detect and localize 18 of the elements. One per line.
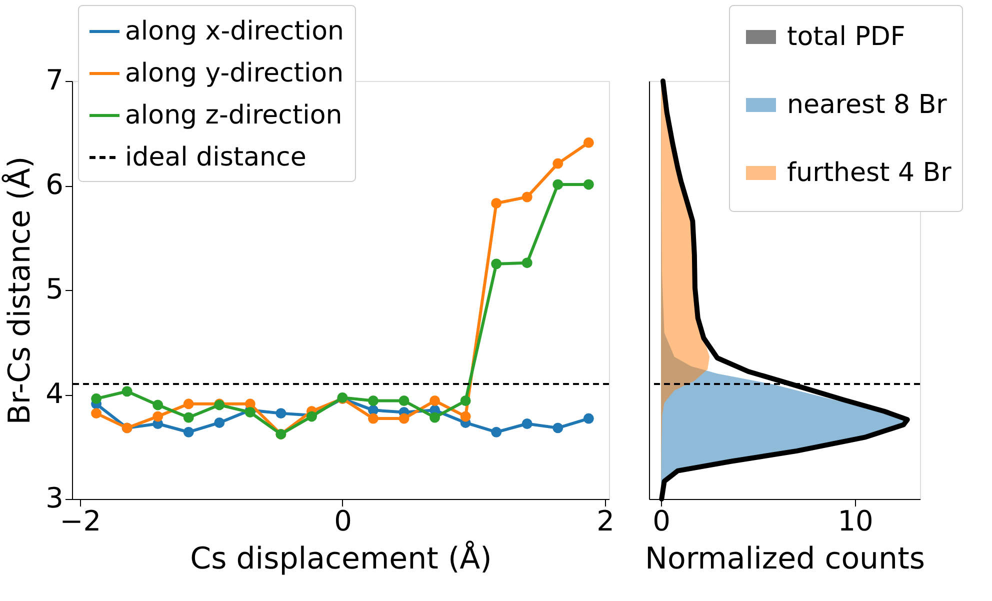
- y-axis-title: Br-Cs distance (Å): [2, 156, 38, 425]
- legend-label: ideal distance: [125, 142, 306, 172]
- legend-label: along x-direction: [125, 16, 344, 46]
- legend-label: furthest 4 Br: [787, 158, 952, 188]
- x-tick-label: 2: [596, 504, 614, 538]
- legend-label: nearest 8 Br: [787, 90, 948, 120]
- y-tick-label: 5: [46, 272, 64, 306]
- x-axis-title: Normalized counts: [645, 542, 925, 576]
- legend-label: total PDF: [787, 22, 906, 52]
- x-tick-label: 10: [838, 504, 874, 538]
- y-tick-label: 7: [46, 64, 64, 96]
- x-tick-label: 0: [652, 504, 670, 538]
- x-axis-title: Cs displacement (Å): [190, 540, 492, 576]
- x-tick-label: 0: [334, 504, 352, 538]
- y-tick-label: 4: [46, 377, 64, 410]
- legend-label: along y-direction: [125, 58, 344, 88]
- y-tick-label: 6: [46, 168, 64, 201]
- legend-label: along z-direction: [125, 100, 342, 130]
